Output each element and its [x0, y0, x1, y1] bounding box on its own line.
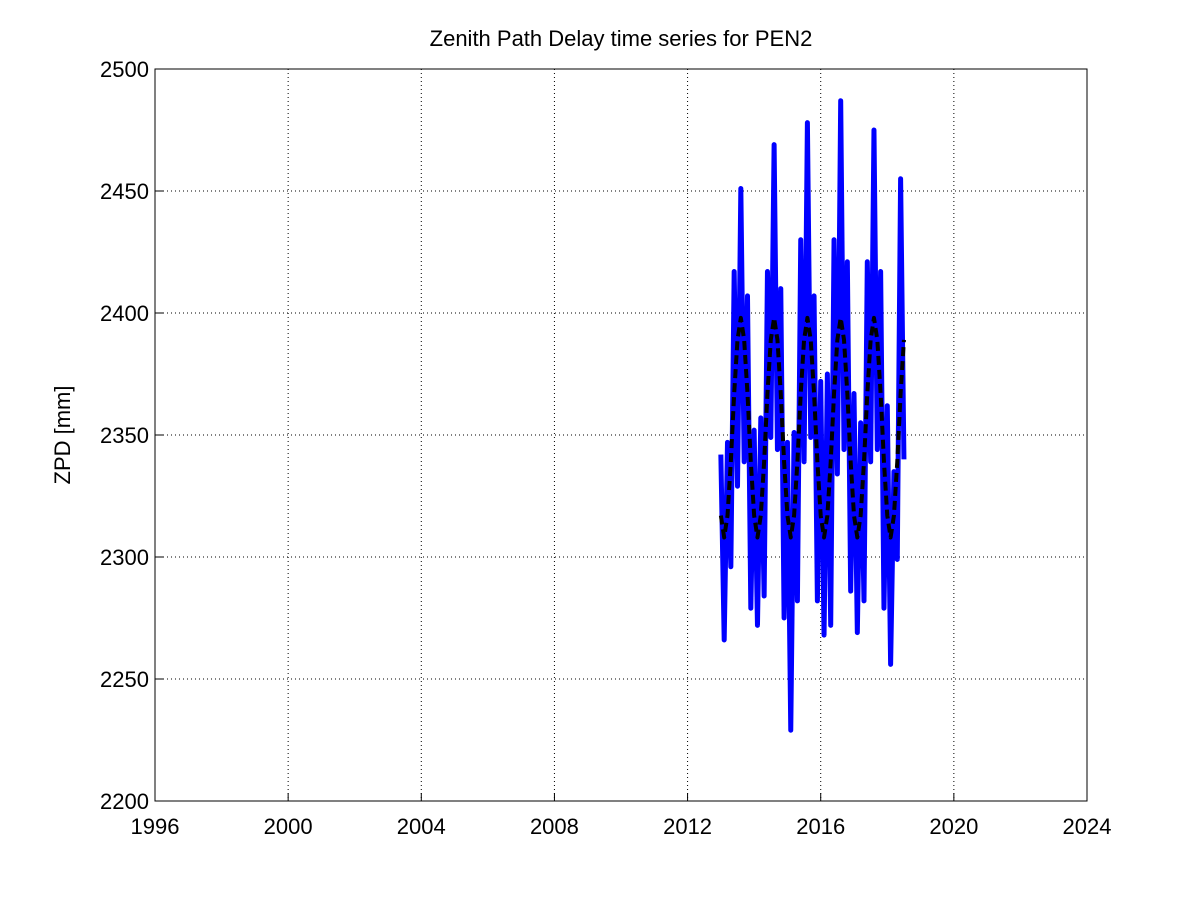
data-line — [718, 315, 906, 540]
x-tick-label: 2008 — [530, 814, 579, 839]
y-axis-label: ZPD [mm] — [50, 386, 75, 485]
x-tick-label: 2020 — [929, 814, 978, 839]
y-tick-label: 2500 — [100, 57, 149, 82]
y-tick-label: 2200 — [100, 789, 149, 814]
y-tick-label: 2250 — [100, 667, 149, 692]
x-tick-label: 2024 — [1063, 814, 1112, 839]
data-line — [718, 98, 907, 733]
plot-frame — [154, 68, 1088, 802]
x-tick-label: 2016 — [796, 814, 845, 839]
x-tick-label: 2000 — [264, 814, 313, 839]
x-tick-label: 2012 — [663, 814, 712, 839]
chart-title: Zenith Path Delay time series for PEN2 — [430, 26, 813, 51]
y-tick-label: 2450 — [100, 179, 149, 204]
y-tick-label: 2400 — [100, 301, 149, 326]
y-tick-label: 2300 — [100, 545, 149, 570]
y-tick-label: 2350 — [100, 423, 149, 448]
x-tick-label: 1996 — [131, 814, 180, 839]
x-tick-label: 2004 — [397, 814, 446, 839]
